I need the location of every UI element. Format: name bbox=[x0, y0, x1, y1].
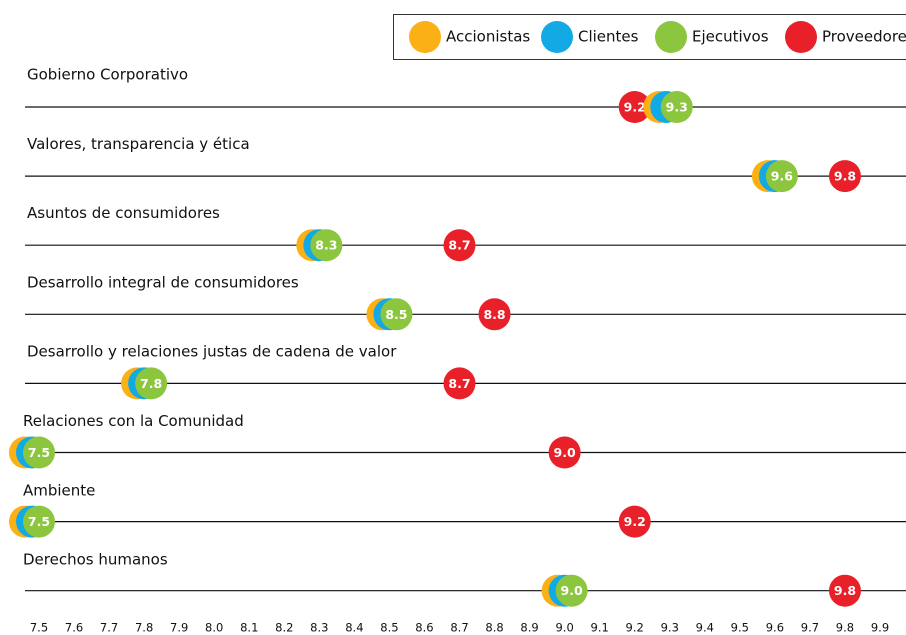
value-label: 8.3 bbox=[315, 238, 337, 253]
dot bbox=[660, 91, 693, 123]
value-label: 8.5 bbox=[385, 307, 407, 322]
dot bbox=[310, 229, 343, 262]
legend-marker bbox=[541, 21, 573, 53]
dot bbox=[135, 367, 168, 400]
dot bbox=[443, 367, 476, 400]
x-tick-label: 7.9 bbox=[170, 621, 188, 635]
x-tick-label: 8.9 bbox=[520, 621, 538, 635]
x-tick-label: 9.7 bbox=[801, 621, 819, 635]
value-label: 7.8 bbox=[140, 376, 162, 391]
dot bbox=[23, 436, 55, 469]
x-tick-label: 9.2 bbox=[626, 621, 644, 635]
legend-marker bbox=[409, 21, 441, 53]
value-label: 8.8 bbox=[483, 307, 505, 322]
legend-box bbox=[393, 14, 906, 60]
row-title: Valores, transparencia y ética bbox=[27, 135, 250, 153]
value-label: 8.7 bbox=[448, 376, 470, 391]
dot bbox=[555, 574, 588, 607]
value-label: 9.0 bbox=[554, 445, 576, 460]
dot bbox=[828, 574, 861, 607]
row-title: Gobierno Corporativo bbox=[27, 66, 188, 84]
row-title: Desarrollo y relaciones justas de cadena… bbox=[27, 343, 397, 361]
value-label: 9.0 bbox=[561, 583, 583, 598]
x-tick-label: 7.5 bbox=[30, 621, 48, 635]
value-label: 7.5 bbox=[28, 514, 50, 529]
x-tick-label: 9.0 bbox=[555, 621, 573, 635]
x-tick-label: 7.8 bbox=[135, 621, 153, 635]
x-tick-label: 8.4 bbox=[345, 621, 363, 635]
legend-marker bbox=[655, 21, 687, 53]
value-label: 7.5 bbox=[28, 445, 50, 460]
x-tick-label: 9.8 bbox=[836, 621, 854, 635]
x-tick-label: 8.5 bbox=[380, 621, 398, 635]
row-title: Derechos humanos bbox=[23, 551, 168, 569]
x-tick-label: 9.4 bbox=[696, 621, 714, 635]
value-label: 9.3 bbox=[666, 100, 688, 115]
dot bbox=[765, 160, 798, 193]
x-tick-label: 8.3 bbox=[310, 621, 328, 635]
legend-label: Proveedores bbox=[822, 28, 906, 46]
x-tick-label: 8.2 bbox=[275, 621, 293, 635]
legend-label: Accionistas bbox=[446, 28, 530, 46]
x-tick-label: 8.8 bbox=[485, 621, 503, 635]
value-label: 9.8 bbox=[834, 169, 856, 184]
x-tick-label: 8.1 bbox=[240, 621, 258, 635]
dot bbox=[23, 505, 55, 538]
x-tick-label: 9.5 bbox=[731, 621, 749, 635]
legend-marker bbox=[785, 21, 817, 53]
row-title: Desarrollo integral de consumidores bbox=[27, 273, 299, 291]
dot bbox=[618, 91, 651, 123]
row-title: Ambiente bbox=[23, 481, 95, 499]
value-label: 9.2 bbox=[624, 100, 646, 115]
dot bbox=[478, 298, 511, 331]
x-tick-label: 8.0 bbox=[205, 621, 223, 635]
x-tick-label: 9.6 bbox=[766, 621, 784, 635]
legend-label: Clientes bbox=[578, 28, 639, 46]
x-tick-label: 9.9 bbox=[871, 621, 889, 635]
x-tick-label: 7.6 bbox=[65, 621, 83, 635]
value-label: 9.2 bbox=[624, 514, 646, 529]
value-label: 9.6 bbox=[771, 169, 793, 184]
x-tick-label: 8.6 bbox=[415, 621, 433, 635]
x-tick-label: 7.7 bbox=[100, 621, 118, 635]
dot bbox=[380, 298, 413, 331]
row-title: Relaciones con la Comunidad bbox=[23, 412, 244, 430]
dot bbox=[828, 160, 861, 193]
x-tick-label: 9.1 bbox=[591, 621, 609, 635]
dot bbox=[443, 229, 476, 262]
legend-label: Ejecutivos bbox=[692, 28, 769, 46]
x-tick-label: 8.7 bbox=[450, 621, 468, 635]
value-label: 9.8 bbox=[834, 583, 856, 598]
x-tick-label: 9.3 bbox=[661, 621, 679, 635]
dot bbox=[618, 505, 651, 538]
row-title: Asuntos de consumidores bbox=[27, 204, 220, 222]
value-label: 8.7 bbox=[448, 238, 470, 253]
dot bbox=[548, 436, 581, 469]
